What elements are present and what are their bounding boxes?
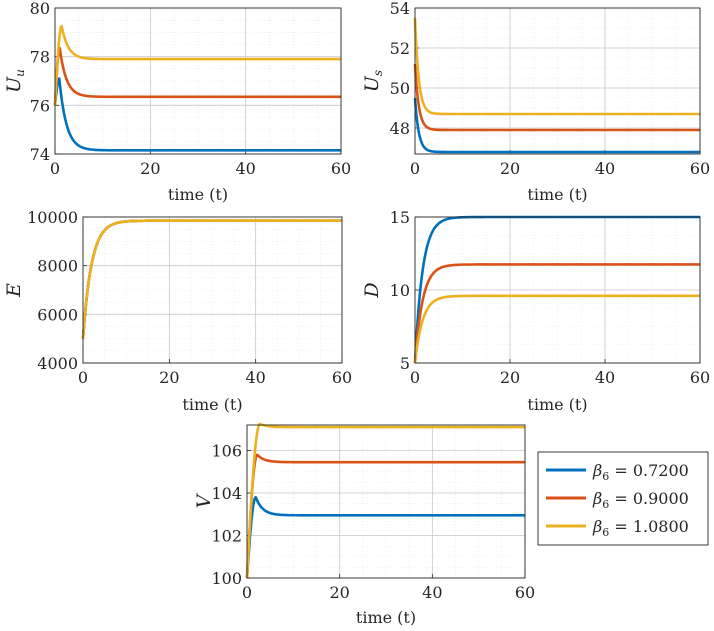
x-tick-label: 40 [595,159,615,178]
axes-frame [414,7,701,155]
y-tick-label: 50 [390,79,410,98]
y-tick-label: 10000 [27,208,78,227]
axes-frame [246,424,526,579]
x-tick-label: 60 [515,583,535,602]
y-axis-label: Us [361,70,385,92]
axes-frame [414,216,701,364]
series-line-1 [245,495,526,580]
y-tick-label: 15 [390,208,410,227]
y-tick-label: 78 [30,48,50,67]
x-tick-label: 0 [50,159,60,178]
x-tick-label: 20 [140,159,160,178]
legend-symbol: β [592,517,602,536]
axes-frame [82,216,343,364]
y-axis-label: Uu [3,69,27,93]
series-line-1 [53,77,342,152]
x-tick-label: 20 [500,159,520,178]
y-axis-label: D [361,282,383,298]
y-tick-label: 76 [30,96,50,115]
series-line-3 [413,17,701,116]
series-line-2 [413,63,701,132]
y-axis-label-main: U [361,75,383,92]
x-tick-label: 20 [159,368,179,387]
legend-label-2: β6 = 0.9000 [592,489,689,511]
y-tick-label: 48 [390,119,410,138]
x-tick-label: 0 [410,159,420,178]
x-tick-label: 40 [235,159,255,178]
y-tick-label: 6000 [37,305,78,324]
x-tick-label: 0 [242,583,252,602]
plot-uu: 0 20 40 60 74 76 78 80 time (t) Uu [3,0,351,204]
x-tick-label: 40 [245,368,265,387]
legend-subscript: 6 [602,470,609,483]
legend-symbol: β [592,461,602,480]
y-tick-label: 102 [211,527,242,546]
y-axis-label-main: V [193,492,215,508]
y-tick-label: 8000 [37,257,78,276]
x-tick-label: 20 [500,368,520,387]
legend-subscript: 6 [602,498,609,511]
plot-v: 0 20 40 60 100 102 104 106 time (t) V [193,422,535,627]
series-line-2 [413,263,701,365]
x-axis-label: time (t) [356,608,416,627]
y-axis-label-sub: u [13,69,27,77]
x-tick-label: 60 [690,368,710,387]
y-tick-label: 5 [400,354,410,373]
series-line-1 [413,96,701,154]
y-axis-label-main: D [361,282,383,298]
plot-d: 0 20 40 60 5 10 15 time (t) D [361,208,710,414]
y-tick-label: 74 [30,145,50,164]
legend-label-1: β6 = 0.7200 [592,461,689,483]
plot-e: 0 20 40 60 4000 6000 8000 10000 time (t) E [3,208,352,414]
legend-value: = 0.7200 [609,461,689,480]
y-tick-label: 10 [390,281,410,300]
x-tick-label: 40 [595,368,615,387]
legend-symbol: β [592,489,602,508]
x-tick-label: 40 [422,583,442,602]
y-axis-label-sub: s [371,70,385,76]
x-tick-label: 60 [690,159,710,178]
y-axis-label-main: E [3,283,25,298]
y-tick-label: 4000 [37,354,78,373]
x-tick-label: 0 [410,368,420,387]
x-axis-label: time (t) [527,185,587,204]
x-tick-label: 60 [332,368,352,387]
y-tick-label: 100 [211,569,242,588]
legend-value: = 1.0800 [609,517,689,536]
legend-value: = 0.9000 [609,489,689,508]
series-line-3 [53,24,342,107]
plot-us: 0 20 40 60 48 50 52 54 time (t) Us [361,0,710,204]
y-tick-label: 52 [390,39,410,58]
x-tick-label: 20 [329,583,349,602]
legend-label-3: β6 = 1.0800 [592,517,689,539]
legend-subscript: 6 [602,526,609,539]
y-tick-label: 54 [390,0,410,18]
plot-area [247,425,525,578]
y-axis-label-main: U [3,76,25,93]
x-tick-label: 0 [78,368,88,387]
axes-frame [54,7,342,155]
y-tick-label: 106 [211,442,242,461]
series-line-3 [81,219,343,340]
x-axis-label: time (t) [168,185,228,204]
series-line-2 [53,46,342,107]
y-axis-label: E [3,283,25,298]
x-tick-label: 60 [331,159,351,178]
y-tick-label: 104 [211,484,242,503]
series-line-3 [413,294,701,365]
y-axis-label: V [193,492,215,508]
y-tick-label: 80 [30,0,50,18]
x-axis-label: time (t) [527,395,587,414]
x-axis-label: time (t) [182,395,242,414]
series-line-2 [245,453,526,579]
